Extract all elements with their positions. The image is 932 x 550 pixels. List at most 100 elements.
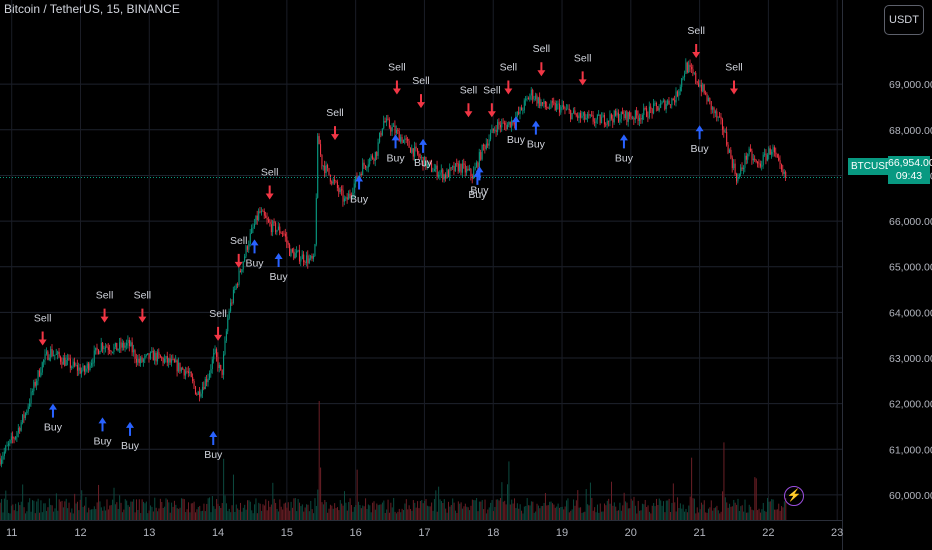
sell-signal-label: Sell	[483, 84, 501, 96]
currency-button[interactable]: USDT	[884, 5, 924, 35]
volume-bar	[211, 496, 213, 520]
candle-body	[740, 167, 742, 175]
candle-body	[403, 139, 405, 143]
candle-body	[265, 215, 267, 218]
candle-body	[202, 386, 204, 394]
buy-signal-arrow	[619, 134, 628, 149]
volume-bar	[771, 499, 773, 520]
candle-body	[220, 364, 222, 370]
volume-bar	[123, 509, 125, 520]
candle-body	[284, 233, 286, 237]
volume-bar	[685, 508, 687, 520]
volume-bar	[214, 508, 216, 520]
candle-body	[516, 112, 518, 117]
volume-bar	[270, 504, 272, 520]
volume-bar	[145, 501, 147, 520]
volume-bar	[397, 511, 399, 520]
volume-bar	[724, 497, 726, 520]
volume-bar	[199, 505, 201, 520]
candle-body	[51, 348, 53, 356]
candle-body	[331, 181, 333, 184]
volume-bar	[671, 502, 673, 520]
price-tick-label: 63,000.00	[889, 353, 932, 365]
volume-bar	[126, 500, 128, 520]
volume-bar	[473, 500, 475, 520]
volume-bar	[68, 502, 70, 520]
volume-bar	[383, 500, 385, 520]
symbol-title[interactable]: Bitcoin / TetherUS, 15, BINANCE	[4, 2, 180, 16]
candle-body	[485, 143, 487, 149]
volume-bar	[74, 493, 76, 520]
volume-bar	[106, 499, 108, 520]
volume-bar	[419, 500, 421, 520]
volume-bar	[114, 504, 116, 520]
candle-body	[272, 221, 274, 233]
volume-bar	[637, 500, 639, 520]
volume-bar	[379, 504, 381, 520]
volume-bar	[164, 506, 166, 520]
volume-bar	[553, 504, 555, 520]
candle-body	[537, 97, 539, 104]
volume-bar	[436, 511, 438, 520]
volume-bar	[100, 507, 102, 520]
lightning-icon[interactable]: ⚡	[784, 486, 804, 506]
volume-bar	[351, 505, 353, 520]
volume-bar	[518, 508, 520, 520]
volume-bar	[762, 502, 764, 520]
volume-bar	[85, 497, 87, 520]
sell-signal-arrow	[100, 308, 109, 323]
volume-bar	[521, 510, 523, 520]
candle-body	[408, 140, 410, 148]
buy-signal-label: Buy	[507, 134, 526, 146]
candle-body	[606, 120, 608, 125]
candle-body	[663, 100, 665, 102]
volume-bar	[403, 510, 405, 520]
volume-bar	[462, 508, 464, 520]
volume-bar	[442, 503, 444, 520]
candle-body	[203, 386, 205, 390]
candle-body	[79, 367, 81, 374]
candle-body	[324, 165, 326, 174]
volume-bar	[303, 511, 305, 520]
candle-body	[589, 114, 591, 116]
volume-bar	[182, 498, 184, 520]
candle-body	[575, 114, 577, 116]
volume-bar	[620, 510, 622, 520]
candle-body	[32, 391, 34, 393]
candle-body	[351, 195, 353, 197]
candle-body	[573, 110, 575, 113]
candle-body	[535, 95, 537, 100]
candle-body	[710, 101, 712, 110]
volume-bar	[249, 501, 251, 520]
candle-body	[487, 143, 489, 146]
candle-body	[379, 132, 381, 143]
candle-body	[550, 101, 552, 108]
candle-body	[155, 352, 157, 362]
candle-body	[551, 101, 553, 103]
candle-body	[620, 111, 622, 120]
volume-bar	[668, 498, 670, 520]
candle-body	[563, 105, 565, 109]
candle-body	[147, 353, 149, 355]
volume-bar	[546, 505, 548, 520]
volume-bar	[322, 504, 324, 520]
candle-body	[772, 147, 774, 152]
candle-body	[206, 379, 208, 383]
volume-bar	[603, 503, 605, 520]
candle-body	[30, 391, 32, 404]
volume-bar	[41, 512, 43, 520]
buy-signal-arrow	[511, 116, 520, 131]
volume-bar	[15, 503, 17, 520]
candle-body	[349, 193, 351, 196]
volume-bar	[150, 505, 152, 520]
candle-body	[193, 380, 195, 387]
candle-body	[46, 351, 48, 355]
candle-body	[723, 129, 725, 133]
volume-bar	[168, 502, 170, 520]
candle-body	[438, 174, 440, 177]
volume-bar	[625, 501, 627, 520]
candle-body	[722, 119, 724, 130]
volume-bar	[601, 511, 603, 520]
candle-body	[248, 243, 250, 250]
